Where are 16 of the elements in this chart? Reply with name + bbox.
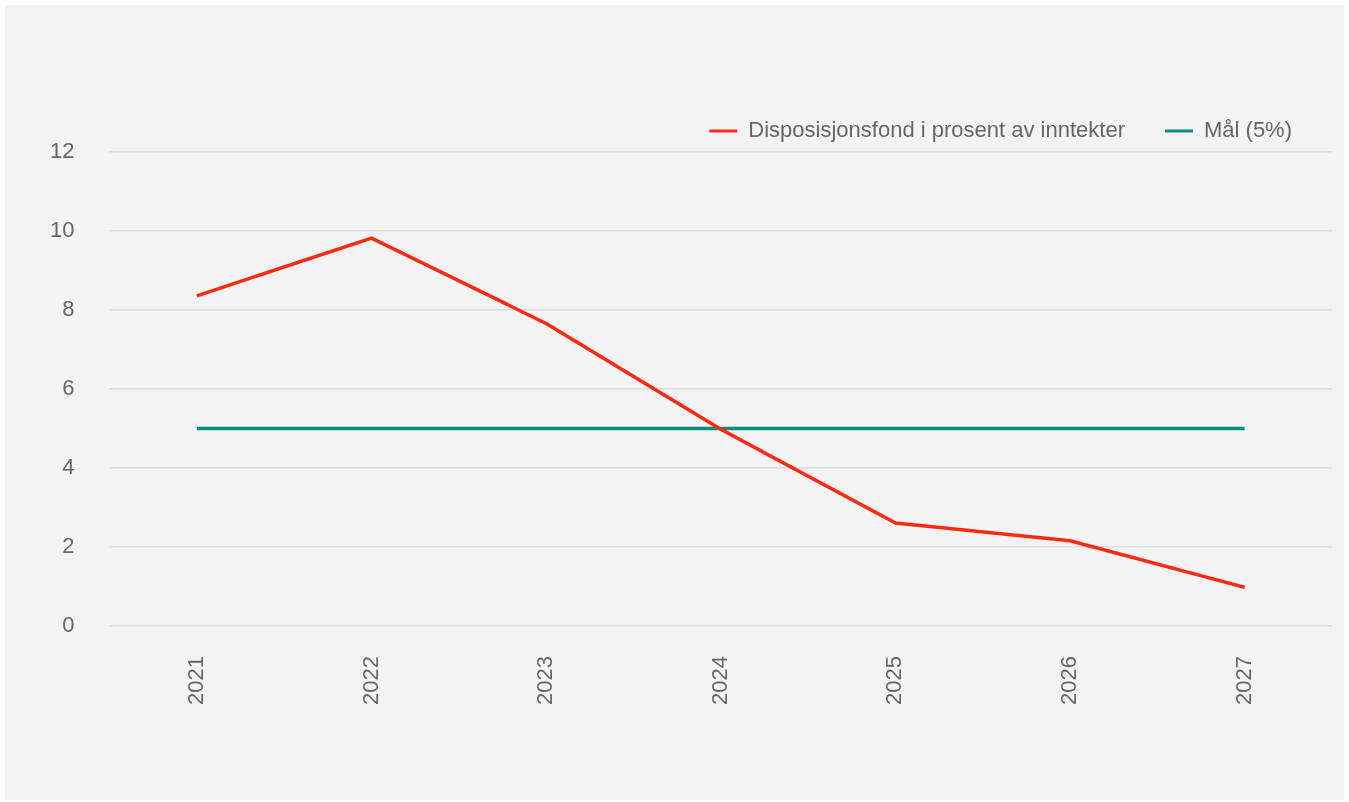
x-tick-label: 2022 [357, 656, 383, 706]
legend-label: Mål (5%) [1203, 117, 1292, 143]
y-tick-label: 8 [62, 296, 75, 322]
y-tick-label: 10 [49, 217, 75, 243]
y-tick-label: 4 [62, 454, 75, 480]
x-tick-label: 2025 [881, 656, 907, 706]
x-tick-label: 2021 [182, 656, 208, 706]
x-tick-label: 2027 [1230, 656, 1256, 706]
y-tick-label: 0 [62, 612, 75, 638]
y-tick-label: 2 [62, 533, 75, 559]
x-tick-label: 2023 [532, 656, 558, 706]
x-tick-label: 2026 [1056, 656, 1082, 706]
y-tick-label: 12 [49, 138, 75, 164]
y-tick-label: 6 [62, 375, 75, 401]
legend-label: Disposisjonsfond i prosent av inntekter [748, 117, 1125, 143]
x-tick-label: 2024 [706, 656, 732, 706]
